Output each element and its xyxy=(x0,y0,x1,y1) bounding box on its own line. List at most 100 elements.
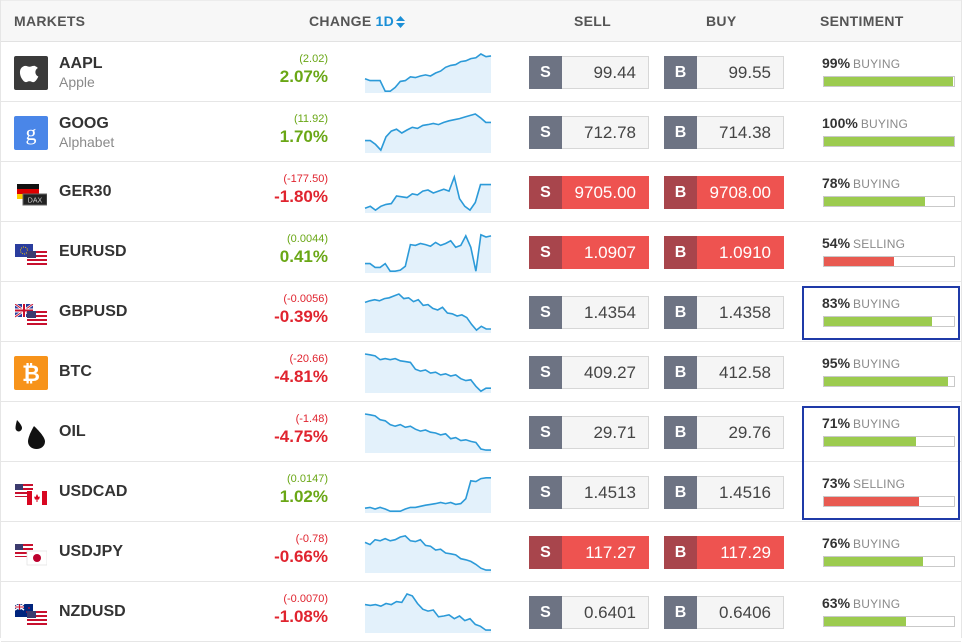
sell-price: 9705.00 xyxy=(574,183,636,202)
sparkline-line xyxy=(364,413,491,451)
sell-button[interactable]: S 117.27 xyxy=(529,536,649,569)
buy-price: 117.29 xyxy=(720,543,771,562)
market-row-nzdusd[interactable]: NZDUSD (-0.0070) -1.08% S 0.6401 B 0.640… xyxy=(1,582,961,642)
svg-text:DAX: DAX xyxy=(28,198,43,205)
change-percent: -0.39% xyxy=(274,307,328,326)
column-header-markets[interactable]: MARKETS xyxy=(14,13,86,29)
sentiment-label: BUYING xyxy=(853,597,901,611)
market-row-usdjpy[interactable]: USDJPY (-0.78) -0.66% S 117.27 B 117.29 … xyxy=(1,522,961,582)
buy-button[interactable]: B 99.55 xyxy=(664,56,784,89)
buy-tag: B xyxy=(664,596,697,629)
change-label: CHANGE xyxy=(309,13,372,29)
sparkline-area xyxy=(365,414,491,453)
sparkline-line xyxy=(364,293,491,332)
sparkline-chart xyxy=(364,293,491,333)
sell-tag: S xyxy=(529,536,562,569)
sell-button[interactable]: S 9705.00 xyxy=(529,176,649,209)
market-symbol[interactable]: GER30 xyxy=(59,183,112,200)
sell-button[interactable]: S 99.44 xyxy=(529,56,649,89)
sparkline-line xyxy=(364,174,491,212)
market-row-oil[interactable]: OIL (-1.48) -4.75% S 29.71 B 29.76 71% BU… xyxy=(1,402,961,462)
change-percent: 2.07% xyxy=(279,67,328,86)
market-symbol[interactable]: EURUSD xyxy=(59,243,127,260)
sell-button[interactable]: S 1.4513 xyxy=(529,476,649,509)
sell-price: 29.71 xyxy=(593,423,636,442)
market-row-aapl[interactable]: AAPL Apple (2.02) 2.07% S 99.44 B 99.55 … xyxy=(1,42,961,102)
buy-button[interactable]: B 0.6406 xyxy=(664,596,784,629)
market-row-ger30[interactable]: DAX GER30 (-177.50) -1.80% S 9705.00 B 9… xyxy=(1,162,961,222)
sell-button[interactable]: S 1.4354 xyxy=(529,296,649,329)
usdjpy-flag-icon xyxy=(15,544,48,566)
change-absolute: (0.0044) xyxy=(287,233,328,245)
sell-tag: S xyxy=(529,176,562,209)
market-row-gbpusd[interactable]: GBPUSD (-0.0056) -0.39% S 1.4354 B 1.435… xyxy=(1,282,961,342)
sparkline-line xyxy=(365,233,492,272)
sell-button[interactable]: S 712.78 xyxy=(529,116,649,149)
change-percent: -1.80% xyxy=(274,187,328,206)
sell-button[interactable]: S 409.27 xyxy=(529,356,649,389)
column-header-change[interactable]: CHANGE 1D xyxy=(309,1,405,43)
sentiment-bar xyxy=(823,76,955,87)
sentiment-bar xyxy=(823,196,955,207)
change-percent: -0.66% xyxy=(274,547,328,566)
buy-button[interactable]: B 714.38 xyxy=(664,116,784,149)
sell-button[interactable]: S 1.0907 xyxy=(529,236,649,269)
market-symbol[interactable]: USDCAD xyxy=(59,483,128,500)
sell-price: 117.27 xyxy=(585,543,636,562)
sentiment-bar xyxy=(823,136,955,147)
sentiment-label: SELLING xyxy=(853,237,906,251)
market-symbol[interactable]: OIL xyxy=(59,423,86,440)
sparkline-chart xyxy=(364,353,491,393)
sparkline-chart xyxy=(364,174,491,213)
sell-button[interactable]: S 0.6401 xyxy=(529,596,649,629)
change-absolute: (-0.0056) xyxy=(283,293,328,305)
sentiment-value: 95% xyxy=(822,355,851,371)
market-row-usdcad[interactable]: USDCAD (0.0147) 1.02% S 1.4513 B 1.4516 … xyxy=(1,462,961,522)
google-logo-icon: g xyxy=(14,116,48,150)
buy-tag: B xyxy=(664,476,697,509)
sentiment-label: BUYING xyxy=(853,297,901,311)
period-selector[interactable]: 1D xyxy=(375,13,394,29)
buy-button[interactable]: B 1.0910 xyxy=(664,236,784,269)
sell-button[interactable]: S 29.71 xyxy=(529,416,649,449)
change-absolute: (0.0147) xyxy=(287,473,328,485)
german-flag-icon: DAX xyxy=(15,184,48,206)
change-percent: -4.75% xyxy=(274,427,328,446)
buy-tag: B xyxy=(664,536,697,569)
sparkline-area xyxy=(365,594,491,633)
buy-button[interactable]: B 117.29 xyxy=(664,536,784,569)
market-symbol[interactable]: GBPUSD xyxy=(59,303,128,320)
market-symbol[interactable]: BTC xyxy=(59,363,92,380)
market-row-goog[interactable]: g GOOG Alphabet (11.92) 1.70% S 712.78 B… xyxy=(1,102,961,162)
sentiment-fill xyxy=(824,437,917,446)
sentiment-percent: 83% BUYING xyxy=(822,295,900,311)
market-row-eurusd[interactable]: EURUSD (0.0044) 0.41% S 1.0907 B 1.0910 … xyxy=(1,222,961,282)
market-symbol[interactable]: AAPL xyxy=(59,55,103,72)
sparkline-area xyxy=(365,294,491,333)
buy-button[interactable]: B 9708.00 xyxy=(664,176,784,209)
buy-tag: B xyxy=(664,296,697,329)
market-symbol[interactable]: GOOG xyxy=(59,115,109,132)
market-symbol[interactable]: USDJPY xyxy=(59,543,124,560)
sentiment-value: 99% xyxy=(822,55,851,71)
sell-price: 409.27 xyxy=(584,363,636,382)
sentiment-fill xyxy=(824,557,923,566)
sentiment-value: 54% xyxy=(822,235,851,251)
sentiment-value: 73% xyxy=(822,475,851,491)
market-row-btc[interactable]: ₿ BTC (-20.66) -4.81% S 409.27 B 412.58 … xyxy=(1,342,961,402)
sentiment-label: BUYING xyxy=(853,57,901,71)
buy-button[interactable]: B 412.58 xyxy=(664,356,784,389)
sell-tag: S xyxy=(529,236,562,269)
buy-button[interactable]: B 1.4516 xyxy=(664,476,784,509)
sentiment-value: 83% xyxy=(822,295,851,311)
buy-button[interactable]: B 1.4358 xyxy=(664,296,784,329)
market-symbol[interactable]: NZDUSD xyxy=(59,603,126,620)
sentiment-bar xyxy=(823,436,955,447)
sentiment-bar xyxy=(823,316,955,327)
change-percent: -4.81% xyxy=(274,367,328,386)
nzdusd-flag-icon xyxy=(14,603,47,626)
buy-button[interactable]: B 29.76 xyxy=(664,416,784,449)
column-header-sentiment[interactable]: SENTIMENT xyxy=(820,13,904,29)
market-name: Apple xyxy=(59,74,95,90)
sort-icon[interactable] xyxy=(395,16,405,29)
